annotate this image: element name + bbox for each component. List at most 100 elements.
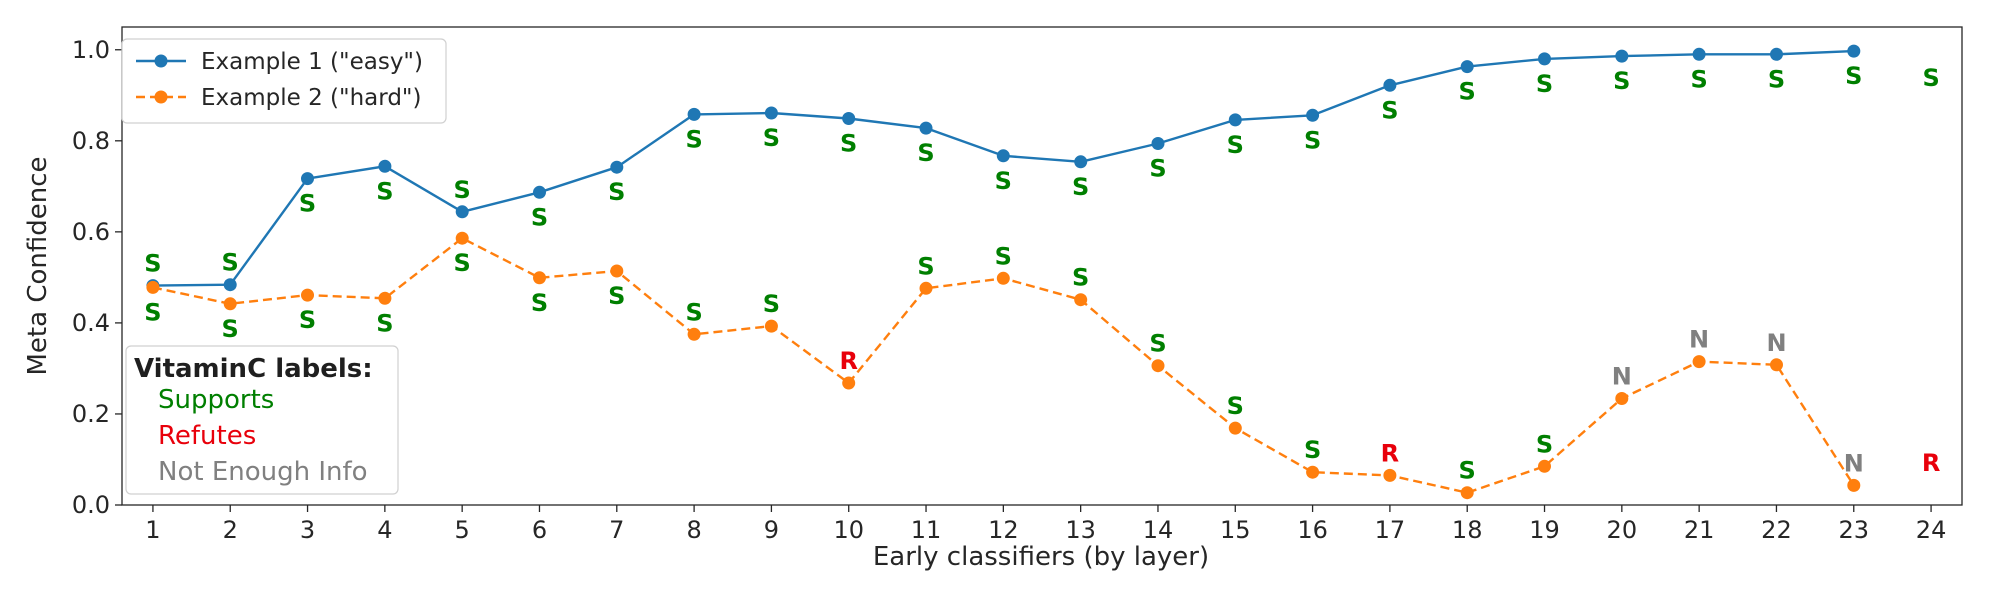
series-2-label-23: N — [1844, 449, 1864, 477]
x-tick-label-18: 18 — [1452, 516, 1483, 544]
series-1-label-19: S — [1536, 70, 1553, 98]
series-1-label-9: S — [763, 124, 780, 152]
x-tick-label-13: 13 — [1065, 516, 1096, 544]
series-2-point-3 — [301, 288, 314, 302]
plot-frame — [121, 26, 1963, 506]
legend-marker-series-2 — [154, 90, 168, 104]
series-2-point-6 — [533, 271, 546, 285]
series-1-point-17 — [1383, 78, 1397, 92]
series-1-point-15 — [1228, 113, 1242, 127]
x-tick-label-11: 11 — [911, 516, 942, 544]
series-1-label-21: S — [1690, 65, 1707, 93]
x-tick-label-15: 15 — [1220, 516, 1251, 544]
series-2-point-13 — [1074, 293, 1088, 307]
series-2-point-11 — [919, 281, 933, 295]
label-key-refutes: Refutes — [158, 421, 256, 451]
series-2-label-9: S — [763, 290, 780, 318]
series-1-label-2: S — [222, 249, 239, 277]
series-1-label-17: S — [1381, 96, 1398, 124]
series-1-point-20 — [1615, 49, 1629, 63]
series-1-point-5 — [455, 205, 469, 219]
series-2-label-2: S — [222, 315, 239, 343]
series-1-point-10 — [842, 112, 856, 125]
series-1-point-4 — [378, 159, 392, 173]
series-1-label-22: S — [1768, 65, 1785, 93]
series-1-point-21 — [1692, 47, 1706, 61]
x-tick-label-1: 1 — [145, 516, 160, 544]
series-1-point-9 — [764, 106, 778, 120]
x-axis-label: Early classifiers (by layer) — [873, 542, 1209, 572]
legend-frame — [121, 38, 447, 124]
series-2-point-9 — [764, 319, 778, 333]
series-1-label-15: S — [1227, 131, 1244, 159]
legend-label-series-2: Example 2 ("hard") — [201, 85, 421, 111]
x-tick-label-8: 8 — [686, 516, 701, 544]
series-1-label-8: S — [685, 125, 702, 153]
legend-label-series-1: Example 1 ("easy") — [201, 49, 423, 75]
y-tick-label-0.8: 0.8 — [72, 127, 110, 155]
legend-marker-series-1 — [154, 54, 168, 68]
series-1-point-11 — [919, 121, 933, 135]
series-1-point-7 — [610, 160, 624, 174]
series-2-point-12 — [996, 271, 1010, 285]
x-tick-label-20: 20 — [1607, 516, 1638, 544]
x-tick-label-10: 10 — [833, 516, 864, 544]
series-2-point-8 — [687, 327, 701, 341]
series-1-point-3 — [301, 172, 314, 186]
series-2-label-18: S — [1459, 457, 1476, 485]
x-tick-label-22: 22 — [1761, 516, 1792, 544]
series-2-point-22 — [1770, 358, 1783, 372]
series-1-point-12 — [996, 149, 1010, 163]
series-1-point-23 — [1847, 44, 1861, 58]
x-tick-label-5: 5 — [455, 516, 470, 544]
x-tick-label-21: 21 — [1684, 516, 1715, 544]
series-1-label-4: S — [376, 177, 393, 205]
y-tick-label-0.4: 0.4 — [72, 309, 110, 337]
series-1-label-20: S — [1613, 67, 1630, 95]
series-1-label-14: S — [1149, 155, 1166, 183]
series-1-label-10: S — [840, 130, 857, 158]
label-key-box: VitaminC labels: Supports Refutes Not En… — [125, 345, 399, 495]
series-2-point-4 — [378, 291, 392, 305]
x-tick-label-19: 19 — [1529, 516, 1560, 544]
series-2-label-22: N — [1766, 329, 1786, 357]
y-tick-label-1: 1.0 — [72, 36, 110, 64]
label-key-frame — [125, 345, 399, 495]
series-1-point-22 — [1770, 47, 1783, 61]
series-1-label-18: S — [1459, 78, 1476, 106]
series-2-point-5 — [455, 231, 469, 245]
legend: Example 1 ("easy") Example 2 ("hard") — [121, 38, 447, 124]
series-2-point-21 — [1692, 355, 1706, 369]
series-2-label-8: S — [685, 298, 702, 326]
x-tick-label-16: 16 — [1297, 516, 1328, 544]
x-tick-label-23: 23 — [1838, 516, 1869, 544]
series-2-label-3: S — [299, 306, 316, 334]
x-tick-label-3: 3 — [300, 516, 315, 544]
series-1-point-8 — [687, 107, 701, 121]
series-2-point-14 — [1151, 359, 1165, 373]
series-1-label-1: S — [144, 250, 161, 278]
series-2-label-10: R — [839, 347, 857, 375]
series-2-point-15 — [1228, 421, 1242, 435]
series-2-label-24: R — [1922, 449, 1940, 477]
series-2-label-13: S — [1072, 264, 1089, 292]
x-tick-label-6: 6 — [532, 516, 547, 544]
legend-entry-series-2: Example 2 ("hard") — [136, 85, 421, 111]
series-1-point-19 — [1538, 52, 1551, 66]
series-2-label-11: S — [917, 252, 934, 280]
series-1-label-13: S — [1072, 173, 1089, 201]
x-tick-label-7: 7 — [609, 516, 624, 544]
series-2-label-7: S — [608, 282, 625, 310]
x-tick-label-2: 2 — [223, 516, 238, 544]
series-2-point-2 — [223, 297, 237, 311]
x-tick-label-12: 12 — [988, 516, 1019, 544]
series-1: S S S S S S S S S S S S S S S S S S S S S S S S — [144, 44, 1940, 293]
series-1-label-16: S — [1304, 126, 1321, 154]
series-2-label-20: N — [1612, 363, 1632, 391]
series-2-point-19 — [1538, 459, 1551, 473]
series-1-point-13 — [1074, 155, 1088, 169]
x-tick-label-14: 14 — [1143, 516, 1174, 544]
series-1-label-5: S — [454, 176, 471, 204]
series-2-point-18 — [1460, 486, 1474, 500]
